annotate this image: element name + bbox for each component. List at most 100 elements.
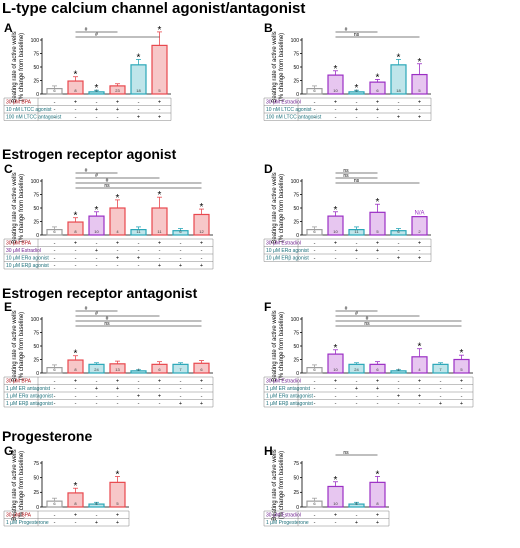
condition-sign: - xyxy=(54,394,56,400)
condition-sign: - xyxy=(54,520,56,526)
sig-label: * xyxy=(95,83,99,94)
sig-label: * xyxy=(334,475,338,486)
bar-2 xyxy=(67,359,84,374)
bracket-label: ns xyxy=(343,173,349,179)
condition-sign: - xyxy=(75,115,77,121)
bar-1 xyxy=(306,366,323,374)
condition-sign: - xyxy=(201,256,203,262)
condition-sign: + xyxy=(376,386,379,392)
y-tick-label: 0 xyxy=(296,233,299,239)
bracket-label: ns xyxy=(364,321,370,327)
y-tick-label: 100 xyxy=(291,179,300,185)
n-label: 6 xyxy=(355,88,358,93)
bracket-label: # xyxy=(106,178,109,184)
condition-sign: + xyxy=(158,100,161,106)
n-label: 10 xyxy=(333,229,338,234)
condition-sign: - xyxy=(356,401,358,407)
bracket-label: # xyxy=(95,173,98,179)
y-tick-label: 25 xyxy=(293,78,299,84)
y-tick-label: 75 xyxy=(293,461,299,467)
bar-2 xyxy=(327,215,344,236)
y-axis-label: Beating rate of active wells xyxy=(272,31,278,102)
n-label: 4 xyxy=(418,367,421,372)
y-tick-label: 75 xyxy=(293,330,299,336)
condition-sign: - xyxy=(314,401,316,407)
y-tick-label: 25 xyxy=(293,219,299,225)
condition-sign: - xyxy=(180,394,182,400)
condition-sign: + xyxy=(376,520,379,526)
bar-4 xyxy=(369,211,386,236)
condition-sign: - xyxy=(54,513,56,519)
section-title-er-antagonist: Estrogen receptor antagonist xyxy=(2,285,198,301)
condition-sign: - xyxy=(75,394,77,400)
panel-h: H Beating rate of active wells (% change f… xyxy=(262,444,517,545)
condition-sign: - xyxy=(314,241,316,247)
y-axis-label: (% change from baseline) xyxy=(279,451,285,519)
bracket-label: # xyxy=(85,27,88,33)
condition-sign: - xyxy=(356,394,358,400)
condition-sign: - xyxy=(75,248,77,254)
condition-sign: + xyxy=(460,401,463,407)
condition-sign: - xyxy=(398,107,400,113)
condition-sign: + xyxy=(95,520,98,526)
condition-sign: + xyxy=(179,401,182,407)
y-axis-label: (% change from baseline) xyxy=(19,451,25,519)
condition-sign: - xyxy=(398,386,400,392)
section-title-ltype: L-type calcium channel agonist/antagonis… xyxy=(2,0,306,17)
condition-label: 30 μM BPA xyxy=(6,100,32,106)
y-tick-label: 100 xyxy=(31,317,40,323)
condition-sign: - xyxy=(138,107,140,113)
sig-label: * xyxy=(116,469,120,480)
condition-sign: + xyxy=(439,401,442,407)
condition-sign: - xyxy=(314,513,316,519)
condition-sign: + xyxy=(397,256,400,262)
y-tick-label: 25 xyxy=(293,490,299,496)
bracket-label: ns xyxy=(354,32,360,38)
condition-sign: - xyxy=(335,248,337,254)
condition-sign: - xyxy=(75,256,77,262)
condition-label: 30 μM BPA xyxy=(6,241,32,247)
y-tick-label: 0 xyxy=(36,233,39,239)
condition-sign: - xyxy=(314,256,316,262)
n-label: 10 xyxy=(94,229,99,234)
sig-label: * xyxy=(95,205,99,216)
n-label: 5 xyxy=(116,501,119,506)
sig-label: * xyxy=(158,25,162,36)
sig-label: * xyxy=(334,205,338,216)
condition-sign: + xyxy=(376,107,379,113)
condition-sign: + xyxy=(158,379,161,385)
n-label: 6 xyxy=(313,229,316,234)
y-axis-label: (% change from baseline) xyxy=(19,33,25,101)
n-label: 8 xyxy=(74,367,77,372)
condition-sign: + xyxy=(74,100,77,106)
condition-sign: - xyxy=(398,241,400,247)
chart-h: H Beating rate of active wells (% change f… xyxy=(263,444,390,527)
panel-letter: H xyxy=(264,444,273,458)
panel-d: D Beating rate of active wells (% change f… xyxy=(262,162,517,283)
n-label: 6 xyxy=(53,229,56,234)
condition-sign: - xyxy=(356,115,358,121)
n-label: 24 xyxy=(94,367,99,372)
y-tick-label: 25 xyxy=(33,78,39,84)
y-tick-label: 0 xyxy=(36,505,39,511)
condition-sign: + xyxy=(376,513,379,519)
condition-label: 10 μM ERα agonist xyxy=(6,256,49,262)
condition-sign: - xyxy=(377,256,379,262)
y-tick-label: 25 xyxy=(33,490,39,496)
condition-sign: - xyxy=(96,379,98,385)
condition-sign: - xyxy=(398,401,400,407)
condition-sign: - xyxy=(96,241,98,247)
condition-sign: + xyxy=(397,115,400,121)
sig-label: * xyxy=(376,469,380,480)
condition-sign: + xyxy=(179,263,182,269)
panel-a: A Beating rate of active wells (% change f… xyxy=(2,21,257,142)
condition-label: 30 μM Estradiol xyxy=(6,248,41,254)
bracket-label: # xyxy=(345,306,348,312)
panel-g: G Beating rate of active wells (% change f… xyxy=(2,444,257,545)
condition-sign: - xyxy=(440,386,442,392)
bar-4 xyxy=(109,363,126,374)
condition-sign: + xyxy=(200,241,203,247)
condition-sign: - xyxy=(54,107,56,113)
